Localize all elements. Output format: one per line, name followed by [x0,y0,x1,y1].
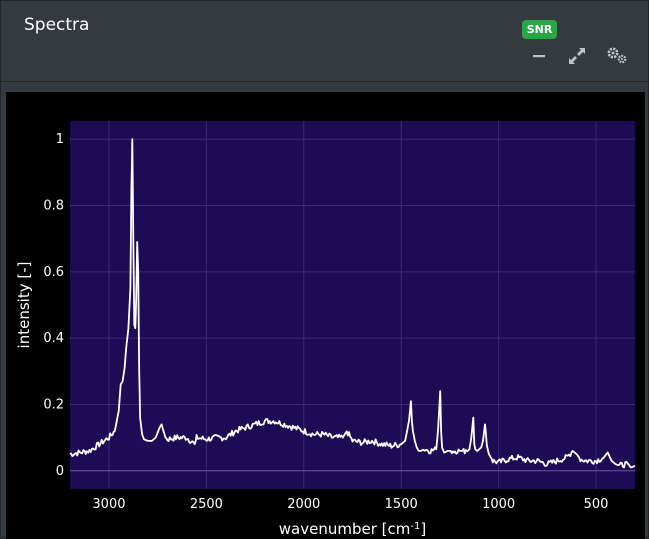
x-tick-label: 1000 [482,497,515,512]
spectrum-series-line [69,138,636,469]
x-tick-label: 2000 [287,497,320,512]
y-tick-label: 0.4 [43,331,64,346]
spectrum-chart[interactable]: 3000 2500 2000 1500 1000 500 0 0.2 0.4 0.6 0.8 1 wav… [6,92,645,539]
y-tick-label: 0.8 [43,199,64,214]
minus-icon[interactable] [528,45,550,67]
spectrum-plot[interactable]: 3000 2500 2000 1500 1000 500 0 0.2 0.4 0.6 0.8 1 wav… [6,92,645,539]
panel-header: Spectra SNR [1,1,648,82]
x-axis-title: wavenumber [cm-1] [279,520,426,538]
x-tick-label: 1500 [385,497,418,512]
y-tick-label: 1 [56,132,64,147]
gears-icon[interactable] [605,44,627,66]
x-tick-label: 500 [584,497,609,512]
y-tick-label: 0.2 [43,397,64,412]
plot-area [70,121,635,489]
y-tick-label: 0.6 [43,265,64,280]
snr-badge[interactable]: SNR [522,20,557,39]
y-tick-label: 0 [56,464,64,479]
x-tick-label: 3000 [92,497,125,512]
x-tick-label: 2500 [190,497,223,512]
panel-title: Spectra [24,15,90,35]
expand-icon[interactable] [566,45,588,67]
y-axis-title: intensity [-] [15,262,33,349]
